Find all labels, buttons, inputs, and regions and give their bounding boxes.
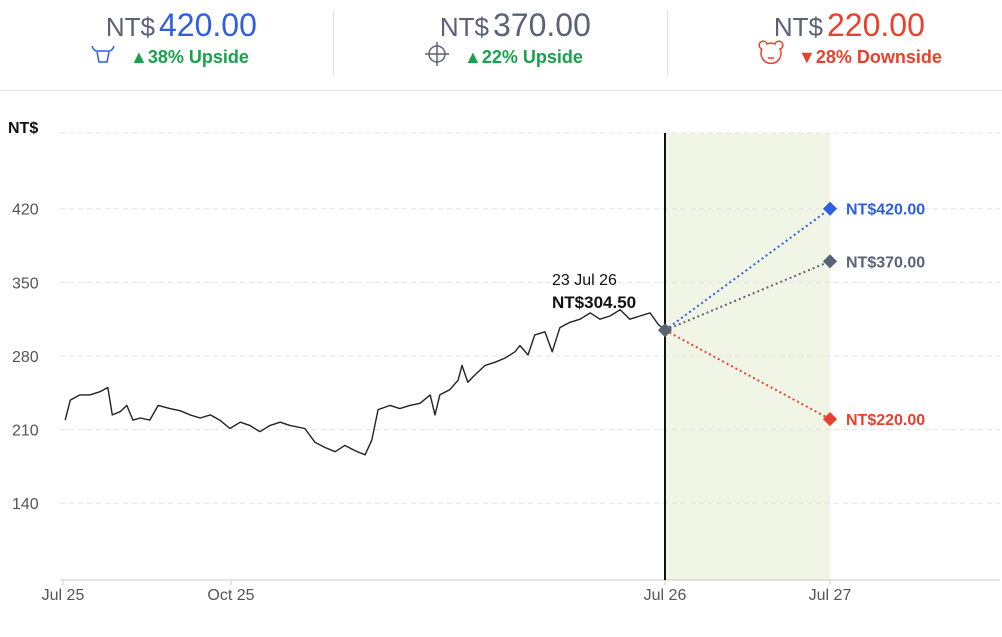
- x-tick-label: Jul 26: [644, 587, 687, 604]
- target-currency: NT$: [106, 12, 156, 42]
- target-summary: NT$ 420.00 ▲38% Upside: [91, 7, 257, 67]
- x-tick-label: Jul 27: [809, 587, 852, 604]
- bear-icon: [758, 40, 784, 65]
- target-icon: [758, 40, 784, 65]
- target-change: ▼28% Downside: [798, 47, 942, 67]
- target-currency: NT$: [774, 12, 824, 42]
- y-tick-label: 420: [12, 202, 39, 219]
- target-summary: NT$ 370.00 ▲22% Upside: [425, 7, 591, 67]
- target-change: ▲22% Upside: [464, 47, 583, 67]
- target-price: 370.00: [493, 7, 591, 43]
- target-icon: [425, 42, 449, 66]
- target-currency: NT$: [440, 12, 490, 42]
- target-price: 220.00: [827, 7, 925, 43]
- target-label: NT$370.00: [846, 254, 925, 271]
- target-icon: [91, 45, 115, 63]
- y-tick-label: 350: [12, 275, 39, 292]
- price-line: [64, 309, 666, 456]
- forecast-band: [665, 133, 830, 580]
- current-date: 23 Jul 26: [552, 272, 617, 289]
- target-change: ▲38% Upside: [130, 47, 249, 67]
- target-price: 420.00: [159, 7, 257, 43]
- target-line: [664, 329, 831, 420]
- y-tick-label: 210: [12, 423, 39, 440]
- crosshair: [425, 42, 449, 66]
- x-tick-label: Oct 25: [207, 587, 254, 604]
- target-marker: [822, 201, 838, 216]
- bull-icon: [91, 45, 115, 63]
- target-label: NT$220.00: [846, 412, 925, 429]
- x-tick-label: Jul 25: [42, 587, 85, 604]
- target-label: NT$420.00: [846, 202, 925, 219]
- current-price: NT$304.50: [552, 293, 636, 312]
- y-tick-label: 280: [12, 349, 39, 366]
- target-line: [664, 207, 831, 332]
- y-tick-label: 140: [12, 496, 39, 513]
- current-marker: [657, 323, 673, 338]
- target-summary: NT$ 220.00 ▼28% Downside: [758, 7, 942, 67]
- y-axis-label: NT$: [8, 120, 38, 137]
- target-marker: [822, 412, 838, 427]
- target-marker: [822, 254, 838, 269]
